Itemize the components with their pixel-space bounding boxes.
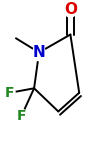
Circle shape xyxy=(5,86,15,100)
Text: F: F xyxy=(5,86,15,100)
Circle shape xyxy=(33,44,45,61)
Text: O: O xyxy=(64,2,77,17)
Circle shape xyxy=(16,109,27,123)
Circle shape xyxy=(64,1,76,17)
Text: F: F xyxy=(17,109,26,123)
Text: N: N xyxy=(33,45,45,60)
